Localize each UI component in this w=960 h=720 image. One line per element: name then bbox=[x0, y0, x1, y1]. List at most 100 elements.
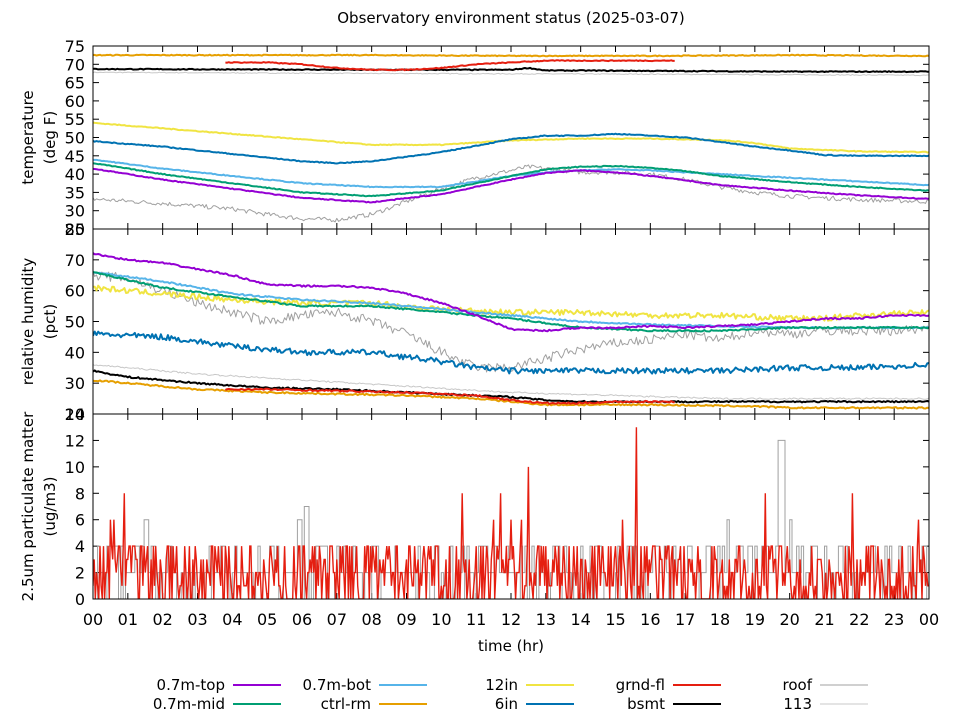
y-tick-label: 2 bbox=[75, 564, 85, 583]
series-line-ctrl-rm bbox=[93, 53, 929, 58]
series-line-roof bbox=[93, 164, 929, 223]
panel-2: 20 30 40 50 60 70 80 relative humidity (pct) bbox=[19, 220, 930, 424]
y-tick-label: 14 bbox=[65, 405, 85, 424]
x-tick-label: 03 bbox=[187, 610, 207, 629]
y-axis-label: (deg F) bbox=[41, 111, 59, 164]
legend-item-ctrl-rm: ctrl-rm bbox=[321, 695, 427, 713]
legend-label: 12in bbox=[485, 676, 518, 694]
panel-frame bbox=[92, 228, 930, 415]
series-line-6in bbox=[93, 330, 929, 375]
y-tick-label: 55 bbox=[65, 110, 85, 129]
series-line-bsmt bbox=[93, 369, 929, 404]
y-tick-label: 20 bbox=[65, 405, 85, 424]
x-tick-label: 02 bbox=[152, 610, 172, 629]
y-tick-label: 35 bbox=[65, 183, 85, 202]
x-tick-label: 00 bbox=[919, 610, 939, 629]
legend-label: 0.7m-top bbox=[157, 676, 225, 694]
series-line-12in bbox=[93, 121, 929, 154]
legend-item-grnd-fl: grnd-fl bbox=[616, 676, 721, 694]
series-line-0.7m-top bbox=[93, 252, 929, 333]
y-tick-label: 50 bbox=[65, 313, 85, 332]
x-tick-label: 12 bbox=[501, 610, 521, 629]
legend-label: ctrl-rm bbox=[321, 695, 371, 713]
series-line-6in bbox=[93, 132, 929, 165]
series-line-ctrl-rm bbox=[93, 379, 929, 410]
panel-frame bbox=[92, 45, 930, 230]
x-tick-label: 09 bbox=[396, 610, 416, 629]
x-tick-label: 18 bbox=[710, 610, 730, 629]
y-tick-label: 40 bbox=[65, 343, 85, 362]
y-tick-label: 65 bbox=[65, 74, 85, 93]
x-tick-label: 20 bbox=[779, 610, 799, 629]
y-tick-label: 4 bbox=[75, 537, 85, 556]
y-tick-label: 12 bbox=[65, 431, 85, 450]
y-tick-label: 0 bbox=[75, 590, 85, 609]
series-line-0.7m-mid bbox=[93, 162, 929, 198]
x-axis-label: time (hr) bbox=[478, 637, 544, 655]
x-tick-label: 04 bbox=[222, 610, 242, 629]
x-tick-label: 17 bbox=[675, 610, 695, 629]
legend-label: 113 bbox=[783, 695, 812, 713]
y-tick-label: 60 bbox=[65, 282, 85, 301]
y-tick-label: 6 bbox=[75, 511, 85, 530]
y-tick-label: 8 bbox=[75, 484, 85, 503]
x-tick-label: 14 bbox=[570, 610, 590, 629]
legend-label: 6in bbox=[495, 695, 518, 713]
series-line-12in bbox=[93, 284, 929, 322]
panel-frame bbox=[92, 413, 930, 600]
x-tick-label: 15 bbox=[605, 610, 625, 629]
legend-label: grnd-fl bbox=[616, 676, 665, 694]
y-tick-label: 75 bbox=[65, 37, 85, 56]
series-line-grnd-fl bbox=[93, 427, 929, 599]
legend-item-0.7m-bot: 0.7m-bot bbox=[303, 676, 427, 694]
legend-item-113: 113 bbox=[783, 695, 868, 713]
x-tick-label: 21 bbox=[814, 610, 834, 629]
y-axis-label: temperature bbox=[19, 90, 37, 184]
x-tick-label: 01 bbox=[118, 610, 138, 629]
x-tick-label: 10 bbox=[431, 610, 451, 629]
x-tick-label: 07 bbox=[327, 610, 347, 629]
x-tick-label: 11 bbox=[466, 610, 486, 629]
x-axis: 00 01 02 03 04 05 06 07 08 09 10 11 12 13 14 15 16 17 18 19… bbox=[83, 610, 939, 629]
x-tick-label: 06 bbox=[292, 610, 312, 629]
legend-label: 0.7m-bot bbox=[303, 676, 372, 694]
x-tick-label: 05 bbox=[257, 610, 277, 629]
chart-title: Observatory environment status (2025-03-… bbox=[337, 9, 685, 27]
y-axis-label: relative humidity bbox=[19, 258, 37, 386]
y-tick-label: 30 bbox=[65, 202, 85, 221]
y-tick-label: 80 bbox=[65, 220, 85, 239]
legend-label: 0.7m-mid bbox=[153, 695, 225, 713]
y-axis-label: (ug/m3) bbox=[41, 477, 59, 537]
y-axis-label: (pct) bbox=[41, 304, 59, 339]
y-tick-label: 45 bbox=[65, 147, 85, 166]
y-tick-label: 40 bbox=[65, 165, 85, 184]
y-tick-label: 70 bbox=[65, 55, 85, 74]
series-line-113 bbox=[93, 71, 929, 77]
series-line-0.7m-mid bbox=[93, 271, 929, 333]
x-tick-label: 13 bbox=[536, 610, 556, 629]
legend-item-0.7m-mid: 0.7m-mid bbox=[153, 695, 281, 713]
x-tick-label: 00 bbox=[83, 610, 103, 629]
legend-item-0.7m-top: 0.7m-top bbox=[157, 676, 281, 694]
legend-item-bsmt: bsmt bbox=[627, 695, 721, 713]
x-tick-label: 08 bbox=[361, 610, 381, 629]
legend-item-12in: 12in bbox=[485, 676, 574, 694]
legend-item-6in: 6in bbox=[495, 695, 574, 713]
y-tick-label: 10 bbox=[65, 458, 85, 477]
series-line-grnd-fl bbox=[225, 387, 675, 405]
x-tick-label: 19 bbox=[745, 610, 765, 629]
y-axis-label: 2.5um particulate matter bbox=[19, 411, 37, 601]
y-tick-label: 50 bbox=[65, 129, 85, 148]
legend-label: roof bbox=[783, 676, 813, 694]
series-line-roof bbox=[93, 271, 929, 373]
y-tick-label: 30 bbox=[65, 374, 85, 393]
panel-3: 0 2 4 6 8 10 12 14 2.5um particulate matter (ug/m… bbox=[19, 405, 930, 609]
series-line-113 bbox=[93, 364, 929, 400]
series-line-0.7m-top bbox=[93, 167, 929, 204]
series-line-bsmt bbox=[93, 66, 929, 74]
y-tick-label: 60 bbox=[65, 92, 85, 111]
